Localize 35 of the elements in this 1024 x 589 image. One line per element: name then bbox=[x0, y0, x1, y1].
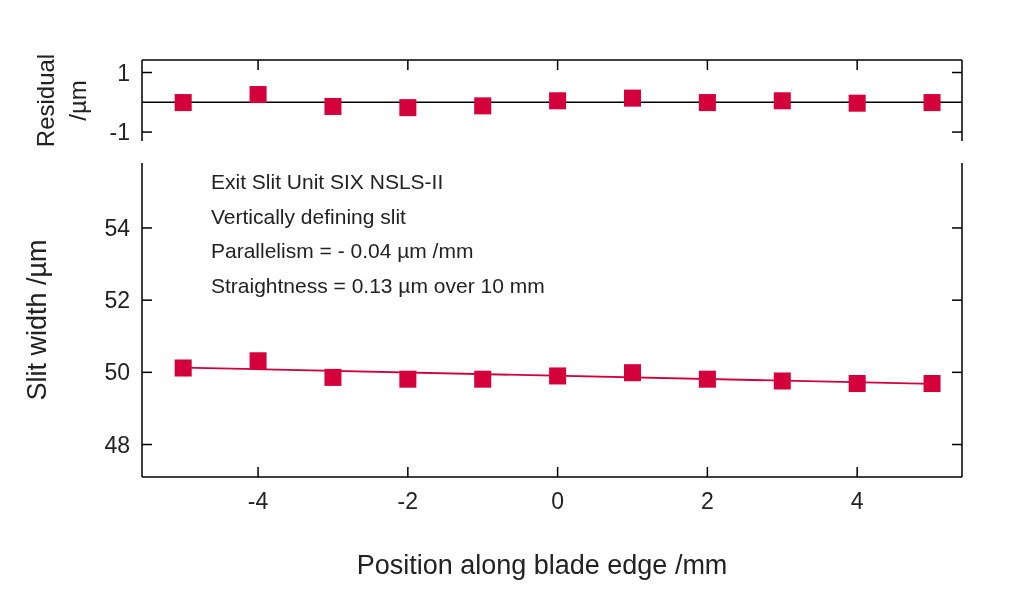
point bbox=[399, 370, 417, 388]
point bbox=[623, 89, 642, 107]
annotation: Exit Slit Unit SIX NSLS-II bbox=[211, 170, 444, 193]
annotation: Straightness = 0.13 µm over 10 mm bbox=[211, 273, 545, 297]
point bbox=[249, 352, 267, 370]
x-axis-title: Position along blade edge /mm bbox=[356, 550, 728, 580]
annotation: Vertically defining slit bbox=[211, 204, 407, 228]
x-tick-label: -2 bbox=[397, 488, 419, 514]
point bbox=[249, 86, 267, 104]
y-tick-label: 48 bbox=[104, 431, 130, 458]
y-tick-label: -1 bbox=[109, 119, 130, 146]
y-tick-label: 1 bbox=[117, 59, 130, 86]
x-tick-label: 0 bbox=[551, 488, 565, 514]
point bbox=[399, 99, 417, 117]
x-tick-label: -4 bbox=[247, 488, 269, 514]
point bbox=[923, 94, 941, 112]
point bbox=[324, 97, 342, 115]
y-axis-title: Residual /µm bbox=[32, 53, 91, 148]
point bbox=[923, 375, 941, 393]
x-tick-label: 4 bbox=[850, 488, 864, 514]
point bbox=[174, 94, 192, 112]
y-tick-label: 50 bbox=[104, 359, 130, 386]
y-tick-label: 54 bbox=[104, 215, 131, 242]
point bbox=[549, 92, 567, 110]
point bbox=[773, 372, 791, 390]
point bbox=[174, 359, 192, 377]
point bbox=[773, 92, 791, 110]
y-tick-label: 52 bbox=[104, 287, 130, 314]
point bbox=[848, 94, 866, 112]
y-axis-title: Slit width /µm bbox=[22, 239, 52, 401]
point bbox=[474, 97, 492, 115]
annotation: Parallelism = - 0.04 µm /mm bbox=[211, 239, 474, 262]
point bbox=[698, 94, 716, 112]
point bbox=[623, 364, 642, 382]
x-tick-label: 2 bbox=[700, 488, 714, 514]
